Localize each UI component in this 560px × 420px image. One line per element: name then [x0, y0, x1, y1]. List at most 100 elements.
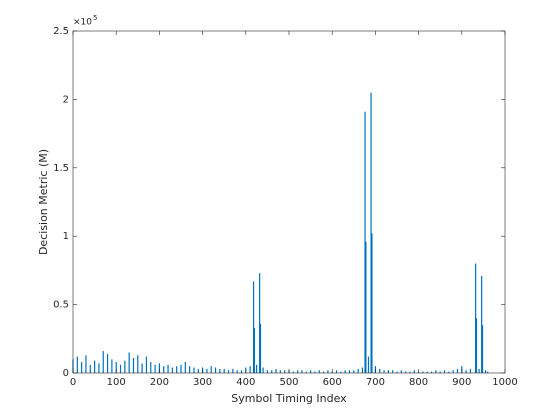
bar	[426, 371, 428, 373]
x-tick-label: 900	[452, 377, 471, 388]
y-tick-label: 0.5	[53, 300, 69, 311]
x-tick-label: 0	[70, 377, 76, 388]
bar	[422, 371, 424, 373]
bar	[439, 371, 441, 373]
bar	[322, 371, 325, 373]
bar	[487, 371, 489, 373]
bar	[396, 371, 398, 373]
bar	[184, 362, 186, 373]
bar	[305, 371, 307, 373]
bar	[171, 367, 173, 373]
bar	[481, 325, 484, 373]
x-tick-label: 800	[409, 377, 428, 388]
bar	[314, 371, 316, 373]
bar	[253, 327, 256, 373]
bar	[469, 368, 472, 373]
y-tick-label: 1.5	[53, 163, 69, 174]
x-tick-label: 700	[366, 377, 385, 388]
bar	[301, 370, 303, 373]
bar	[367, 356, 370, 373]
x-tick-label: 400	[236, 377, 255, 388]
bar	[266, 370, 268, 373]
y-tick-label: 1	[63, 231, 69, 242]
bar	[475, 263, 477, 373]
bar	[150, 362, 152, 373]
bar	[132, 357, 135, 373]
bar	[189, 366, 191, 373]
bar	[413, 370, 415, 373]
bar	[167, 364, 169, 373]
bar	[456, 368, 459, 373]
bar	[371, 233, 373, 373]
bar	[475, 318, 478, 373]
bar	[102, 351, 104, 373]
bar	[236, 370, 238, 373]
bar	[214, 367, 217, 373]
bar	[124, 360, 126, 373]
bar	[256, 364, 258, 373]
bar	[310, 370, 312, 373]
bar	[327, 370, 329, 373]
bar	[98, 363, 100, 373]
bar	[361, 367, 364, 373]
bar	[435, 370, 437, 373]
bar	[85, 355, 87, 373]
bar	[484, 370, 487, 373]
bar	[259, 323, 262, 373]
bar	[163, 366, 165, 373]
x-tick-label: 1000	[492, 377, 517, 388]
bar	[180, 364, 182, 373]
bar	[94, 360, 96, 373]
bar	[478, 368, 480, 373]
bar	[119, 364, 122, 373]
bar	[318, 370, 320, 373]
bar	[106, 353, 109, 373]
bar	[227, 370, 230, 373]
bar	[364, 111, 366, 373]
bar	[154, 364, 156, 373]
bar	[284, 370, 286, 373]
bar	[271, 370, 273, 373]
bar	[219, 368, 221, 373]
bar	[405, 371, 407, 373]
bar	[297, 370, 299, 373]
bar	[206, 368, 208, 373]
bar	[275, 368, 277, 373]
bar	[111, 359, 113, 373]
x-tick-label: 100	[107, 377, 126, 388]
bar	[193, 367, 195, 373]
bar	[353, 370, 355, 373]
bar	[348, 370, 351, 373]
y-tick-label: 2.5	[53, 26, 69, 37]
y-tick-label: 2	[63, 94, 69, 105]
bar	[197, 368, 199, 373]
bar	[365, 241, 367, 373]
bar	[387, 370, 389, 373]
bar	[259, 273, 261, 373]
bar	[89, 364, 91, 373]
bar	[223, 368, 225, 373]
y-multiplier-exponent: 5	[93, 14, 97, 22]
bar	[344, 370, 346, 373]
x-tick-label: 200	[150, 377, 169, 388]
x-tick-label: 600	[323, 377, 342, 388]
x-axis-label: Symbol Timing Index	[231, 392, 347, 405]
bar	[340, 371, 342, 373]
bar	[292, 371, 294, 373]
bar	[176, 366, 178, 373]
bar	[409, 371, 411, 373]
bar	[392, 370, 394, 373]
bar	[115, 362, 117, 373]
bar	[279, 370, 281, 373]
bar	[448, 371, 450, 373]
bar	[357, 368, 359, 373]
bar	[76, 356, 78, 373]
bar	[430, 371, 433, 373]
bar	[81, 362, 83, 373]
x-tick-label: 500	[279, 377, 298, 388]
bar	[137, 355, 139, 373]
bar	[370, 92, 372, 373]
bar	[210, 366, 212, 373]
